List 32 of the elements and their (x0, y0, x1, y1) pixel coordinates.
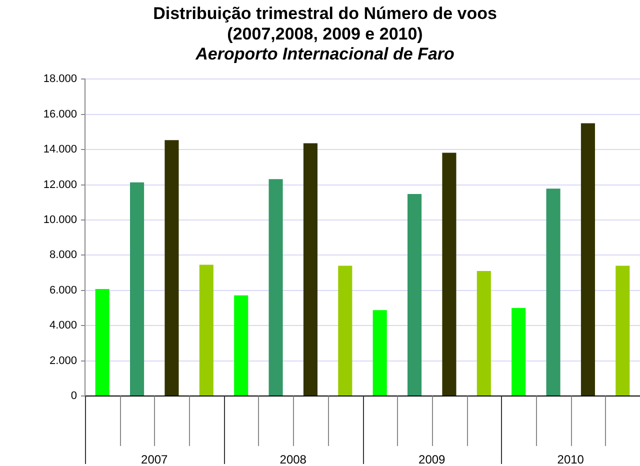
bar (580, 123, 595, 396)
bar (338, 266, 352, 396)
bar (546, 188, 560, 396)
y-tick-label: 4.000 (49, 320, 77, 332)
y-tick-label: 10.000 (43, 214, 77, 226)
bar (268, 179, 283, 396)
text: 2010 (557, 452, 584, 466)
bar (372, 310, 387, 396)
y-tick-label: 0 (70, 390, 77, 402)
y-tick-label: 16.000 (43, 108, 77, 120)
bar (95, 288, 110, 396)
text: 2007 (141, 452, 168, 466)
chart-title: Distribuição trimestral do Número de voos (2007,2008, 2009 e 2010) (153, 4, 497, 44)
text: 2008 (280, 452, 307, 466)
bar (199, 264, 214, 396)
bar (303, 143, 318, 396)
text: 2009 (418, 452, 446, 466)
y-tick-label: 2.000 (49, 354, 77, 367)
bar (442, 152, 456, 396)
y-tick-label: 18.000 (43, 73, 77, 86)
bar (476, 271, 491, 396)
bar (616, 266, 630, 396)
bar (234, 295, 248, 396)
bar (512, 308, 526, 396)
y-tick-label: 8.000 (49, 249, 77, 262)
y-tick-label: 14.000 (43, 144, 77, 156)
y-tick-label: 12.000 (43, 178, 77, 191)
chart-subtitle: Aeroporto Internacional de Faro (194, 44, 454, 64)
bar (408, 194, 422, 396)
bar (130, 182, 144, 396)
y-tick-label: 6.000 (49, 284, 77, 296)
bar (164, 140, 179, 396)
